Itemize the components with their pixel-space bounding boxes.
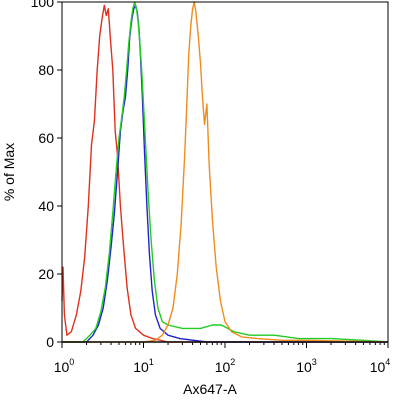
x-axis-label: Ax647-A (183, 381, 237, 397)
series-line-1 (61, 4, 388, 343)
y-tick-label: 100 (31, 0, 55, 10)
x-tick-exponent: 3 (312, 357, 317, 367)
x-tick-label: 103 (296, 357, 317, 375)
x-tick-labels: 100 101 102 103 104 (54, 357, 391, 375)
x-tick-exponent: 2 (230, 357, 235, 367)
series-line-3 (62, 1, 389, 343)
series-line-2 (62, 4, 388, 343)
x-tick-base: 10 (133, 359, 149, 375)
y-tick-label: 80 (38, 62, 54, 78)
x-tick-base: 10 (215, 359, 231, 375)
x-tick-exponent: 1 (149, 357, 154, 367)
x-tick-label: 104 (370, 357, 391, 375)
y-tick-label: 60 (38, 130, 54, 146)
series-line-4 (62, 1, 389, 343)
y-tick-label: 0 (46, 334, 54, 350)
y-tick-labels: 0 20 40 60 80 100 (31, 0, 55, 350)
y-tick-label: 20 (38, 266, 54, 282)
y-axis-label: % of Max (1, 143, 17, 201)
x-tick-base: 10 (54, 359, 70, 375)
x-tick-label: 102 (215, 357, 236, 375)
plot-frame (61, 1, 389, 343)
x-tick-exponent: 0 (69, 357, 74, 367)
x-tick-base: 10 (370, 359, 386, 375)
x-tick-exponent: 4 (385, 357, 390, 367)
x-tick-base: 10 (296, 359, 312, 375)
y-tick-label: 40 (38, 198, 54, 214)
x-tick-label: 101 (133, 357, 154, 375)
x-tick-label: 100 (54, 357, 75, 375)
